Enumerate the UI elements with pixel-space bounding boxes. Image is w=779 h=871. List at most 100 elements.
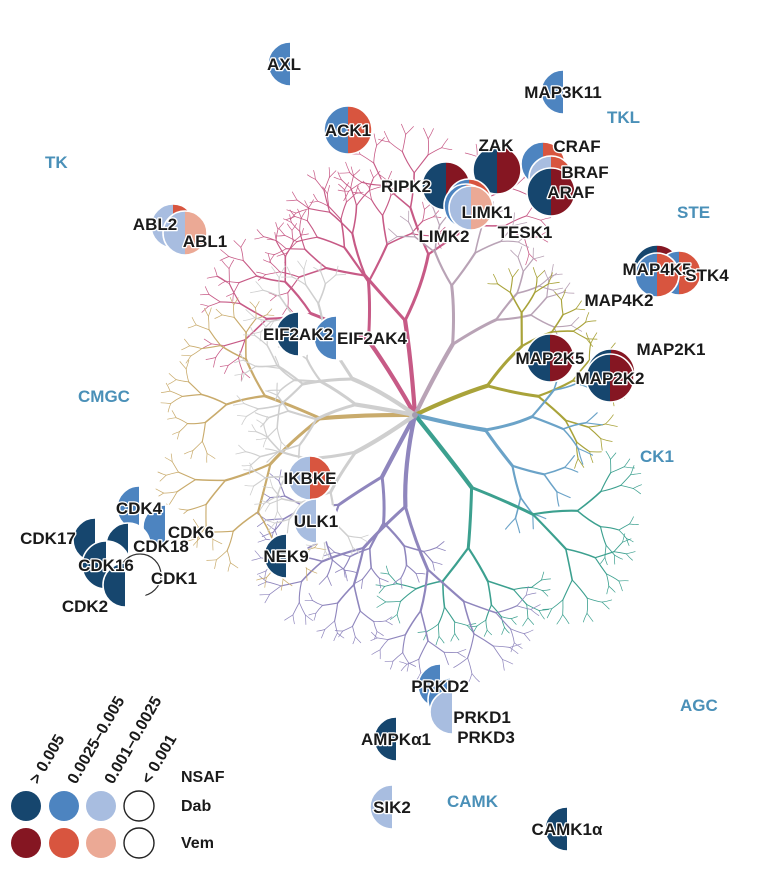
tree-branch (384, 660, 394, 663)
kinase-node-eif2ak4[interactable] (313, 315, 359, 361)
tree-branch (513, 642, 523, 649)
kinase-node-camk1[interactable] (544, 806, 590, 852)
tree-branch (206, 453, 216, 459)
tree-branch (378, 138, 390, 143)
tree-branch (620, 484, 634, 489)
tree-branch (266, 427, 278, 439)
tree-branch (575, 308, 586, 311)
tree-branch (366, 338, 418, 418)
tree-branch (187, 503, 207, 511)
tree-branch (345, 193, 356, 203)
kinase-label-sik2: SIK2 (373, 798, 411, 817)
tree-branch (604, 557, 608, 566)
tree-branch (613, 551, 627, 555)
tree-branch (168, 491, 178, 506)
kinase-node-map3k11[interactable] (540, 69, 586, 115)
tree-branch (245, 451, 261, 458)
tree-branch (257, 462, 272, 514)
tree-branch (305, 358, 323, 383)
kinase-node-nek9[interactable] (263, 533, 309, 579)
tree-branch (525, 592, 537, 596)
dab-half (635, 253, 657, 297)
tree-branch (278, 228, 286, 236)
tree-branch (600, 484, 622, 493)
tree-branch (541, 571, 545, 581)
tree-branch (576, 490, 602, 512)
tree-branch (200, 303, 209, 307)
kinase-node-cdk2[interactable] (102, 562, 148, 608)
kinase-node-zak[interactable] (472, 145, 522, 195)
tree-branch (538, 275, 552, 287)
tree-branch (263, 424, 268, 438)
tree-branch (432, 206, 441, 227)
vem-half (392, 785, 414, 829)
tree-branch (318, 412, 418, 421)
tree-branch (233, 316, 247, 334)
tree-branch (546, 279, 550, 298)
kinase-node-ampk-1[interactable] (373, 716, 419, 762)
tree-branch (452, 657, 469, 669)
tree-branch (338, 183, 345, 191)
tree-branch (618, 523, 630, 531)
tree-branch (536, 395, 567, 422)
dab-half (163, 211, 185, 255)
tree-branch (405, 564, 417, 575)
tree-branch (290, 222, 301, 232)
tree-branch (172, 431, 180, 435)
tree-branch (177, 471, 197, 481)
tree-branch (500, 616, 512, 620)
tree-branch (284, 614, 294, 621)
legend-vem-swatch-2 (49, 828, 79, 858)
tree-branch (256, 271, 267, 275)
kinase-node-map2k5[interactable] (525, 333, 575, 383)
tree-branch (266, 314, 275, 316)
tree-branch (387, 180, 392, 196)
tree-branch (402, 634, 406, 654)
kinase-node-prkd3[interactable] (429, 689, 475, 735)
kinase-node-araf[interactable] (526, 167, 576, 217)
tree-branch (399, 661, 408, 665)
tree-branch (255, 275, 286, 283)
kinase-node-map2k2[interactable] (585, 353, 635, 403)
kinase-node-sik2[interactable] (369, 784, 415, 830)
tree-branch (264, 519, 276, 524)
tree-branch (388, 228, 398, 238)
tree-branch (313, 193, 319, 202)
tree-branch (304, 614, 307, 625)
tree-branch (396, 600, 401, 615)
kinase-node-eif2ak2[interactable] (275, 311, 321, 357)
tree-branch (467, 633, 475, 659)
tree-branch (257, 404, 281, 410)
tree-branch (376, 601, 387, 608)
tree-branch (219, 301, 241, 305)
tree-branch (308, 199, 314, 209)
tree-branch (344, 569, 348, 582)
kinase-node-abl1[interactable] (162, 210, 208, 256)
tree-branch (343, 556, 351, 569)
node-outline (429, 689, 475, 735)
tree-branch (437, 606, 446, 625)
tree-branch (263, 236, 277, 242)
tree-branch (320, 270, 326, 285)
tree-branch (278, 382, 304, 407)
tree-branch (189, 536, 201, 539)
tree-branch (512, 222, 528, 227)
kinase-node-ack1[interactable] (323, 105, 373, 155)
tree-branch (510, 618, 517, 625)
tree-branch (360, 534, 369, 539)
tree-branch (373, 162, 385, 186)
kinase-node-tesk1[interactable] (448, 185, 494, 231)
tree-branch (400, 564, 408, 579)
kinase-node-ikbke[interactable] (287, 455, 333, 501)
kinase-node-axl[interactable] (267, 41, 313, 87)
tree-branch (556, 491, 560, 507)
tree-branch (275, 239, 287, 250)
tree-branch (564, 466, 579, 473)
kinase-node-map4k2[interactable] (634, 252, 680, 298)
tree-branch (292, 614, 295, 625)
tree-branch (525, 253, 530, 266)
kinase-label-ripk2: RIPK2 (381, 177, 431, 196)
tree-branch (244, 484, 255, 487)
kinase-node-ulk1[interactable] (293, 498, 339, 544)
tree-branch (335, 273, 347, 276)
